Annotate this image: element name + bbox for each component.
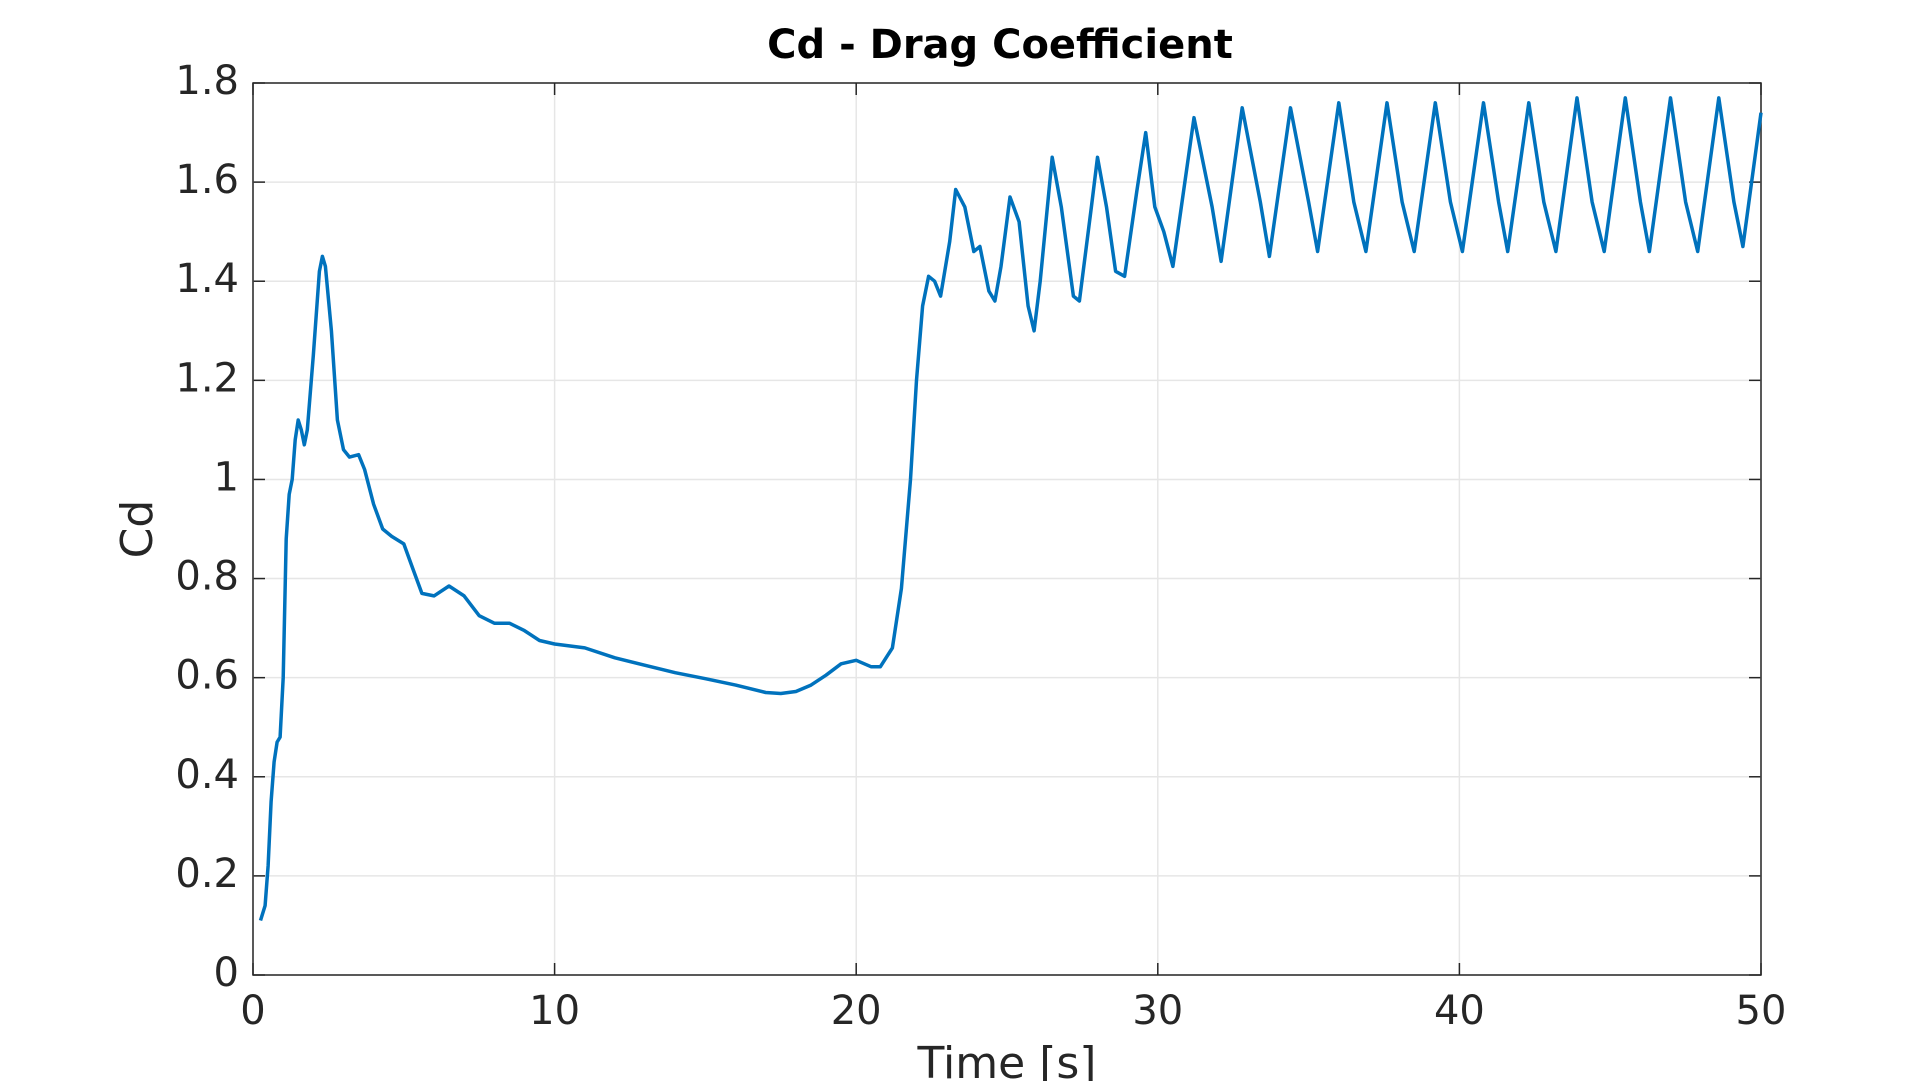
y-tick-label: 0	[214, 950, 239, 996]
x-tick-label: 30	[1132, 988, 1183, 1034]
y-tick-label: 1	[214, 454, 239, 500]
chart-title: Cd - Drag Coefficient	[767, 22, 1233, 68]
x-tick-label: 50	[1736, 988, 1787, 1034]
x-tick-label: 10	[529, 988, 580, 1034]
y-tick-label: 1.8	[175, 58, 239, 104]
y-tick-label: 1.6	[175, 157, 239, 203]
x-axis-label: Time [s]	[917, 1038, 1097, 1081]
y-tick-label: 0.8	[175, 554, 239, 600]
y-tick-label: 0.6	[175, 653, 239, 699]
y-tick-label: 1.4	[175, 256, 239, 302]
y-tick-label: 1.2	[175, 355, 239, 401]
axes-box	[252, 82, 1762, 976]
y-tick-label: 0.2	[175, 851, 239, 897]
y-tick-label: 0.4	[175, 752, 239, 798]
x-tick-label: 20	[831, 988, 882, 1034]
data-line	[258, 96, 1763, 922]
y-axis-label: Cd	[112, 500, 163, 559]
x-tick-label: 0	[240, 988, 265, 1034]
x-tick-label: 40	[1434, 988, 1485, 1034]
